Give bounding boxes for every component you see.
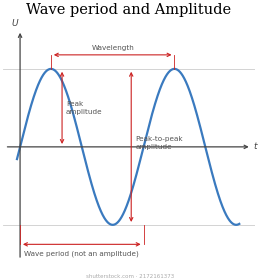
Text: Peak-to-peak
amplitude: Peak-to-peak amplitude bbox=[135, 136, 183, 150]
Text: Wave period (not an amplitude): Wave period (not an amplitude) bbox=[24, 251, 139, 257]
Text: Wavelength: Wavelength bbox=[91, 45, 134, 51]
Text: t: t bbox=[254, 142, 257, 151]
Title: Wave period and Amplitude: Wave period and Amplitude bbox=[26, 3, 231, 17]
Text: Peak
amplitude: Peak amplitude bbox=[66, 101, 102, 115]
Text: U: U bbox=[11, 19, 18, 28]
Text: shutterstock.com · 2172161373: shutterstock.com · 2172161373 bbox=[86, 274, 174, 279]
